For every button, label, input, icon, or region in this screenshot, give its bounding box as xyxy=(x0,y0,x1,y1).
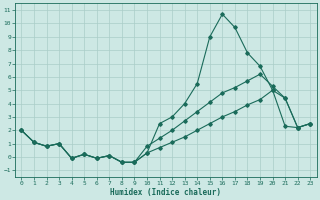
X-axis label: Humidex (Indice chaleur): Humidex (Indice chaleur) xyxy=(110,188,221,197)
